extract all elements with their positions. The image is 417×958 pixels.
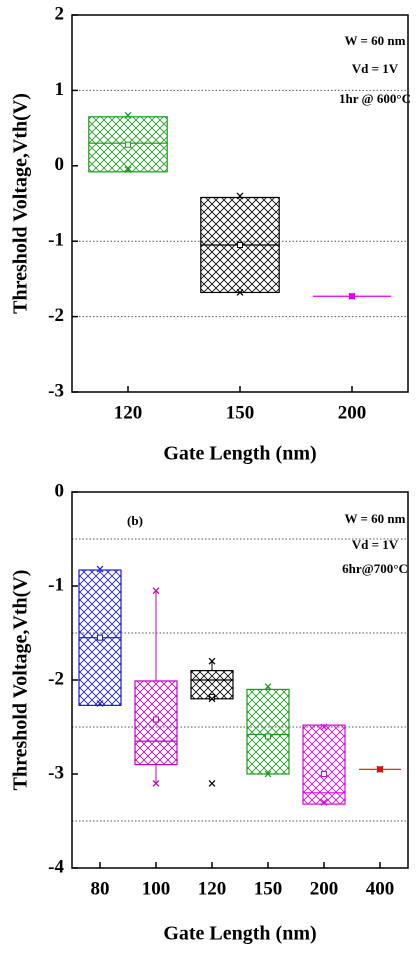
x-axis-label: Gate Length (nm) [163, 443, 316, 465]
min-marker [208, 695, 216, 703]
x-tick-label: 100 [142, 878, 171, 899]
x-tick-label: 150 [226, 402, 255, 423]
max-marker [208, 657, 216, 665]
annotation: (b) [127, 513, 143, 528]
min-marker [264, 770, 272, 778]
y-tick-label: 1 [55, 79, 65, 100]
mean [265, 733, 271, 740]
mean [153, 716, 159, 723]
y-tick-label: 2 [55, 3, 65, 24]
y-tick-label: -2 [48, 305, 64, 326]
min-marker [96, 700, 104, 707]
outlier [208, 779, 216, 787]
y-tick-label: -3 [48, 762, 64, 783]
mean [237, 241, 243, 248]
y-tick-label: 0 [55, 480, 65, 501]
y-tick-label: -4 [48, 856, 64, 877]
max-marker [320, 723, 328, 731]
y-axis-label: Threshold Voltage,Vth(V) [10, 570, 32, 791]
min-marker [152, 779, 160, 787]
y-axis-label: Threshold Voltage,Vth(V) [10, 93, 32, 314]
annotation: 6hr@700°C [342, 561, 408, 576]
min-marker [124, 166, 132, 173]
min-marker [376, 765, 384, 773]
max-marker [236, 192, 244, 200]
annotation: Vd = 1V [352, 537, 399, 552]
max-marker [96, 565, 104, 573]
max-marker [264, 683, 272, 691]
x-axis-label: Gate Length (nm) [163, 923, 316, 945]
y-tick-label: -3 [48, 380, 64, 401]
x-tick-label: 400 [366, 878, 395, 899]
box [246, 688, 290, 775]
box [134, 680, 178, 766]
annotation: Vd = 1V [352, 61, 399, 76]
annotation: W = 60 nm [345, 511, 406, 526]
max-marker [124, 111, 132, 119]
min-marker [320, 798, 328, 806]
y-tick-label: -2 [48, 668, 64, 689]
y-tick-label: 0 [55, 154, 65, 175]
max-marker [152, 587, 160, 595]
mean [321, 771, 327, 777]
x-tick-label: 200 [338, 402, 367, 423]
annotation: W = 60 nm [345, 33, 406, 48]
x-tick-label: 80 [91, 878, 110, 899]
y-tick-label: -1 [48, 574, 64, 595]
annotation: 1hr @ 600°C [339, 91, 411, 106]
mean [125, 141, 131, 148]
x-tick-label: 150 [254, 878, 283, 899]
x-tick-label: 200 [310, 878, 339, 899]
x-tick-label: 120 [198, 878, 227, 899]
min-marker [236, 289, 244, 296]
box [302, 724, 346, 805]
y-tick-label: -1 [48, 230, 64, 251]
mean [97, 634, 103, 641]
min-marker [348, 292, 356, 300]
x-tick-label: 120 [114, 402, 143, 423]
